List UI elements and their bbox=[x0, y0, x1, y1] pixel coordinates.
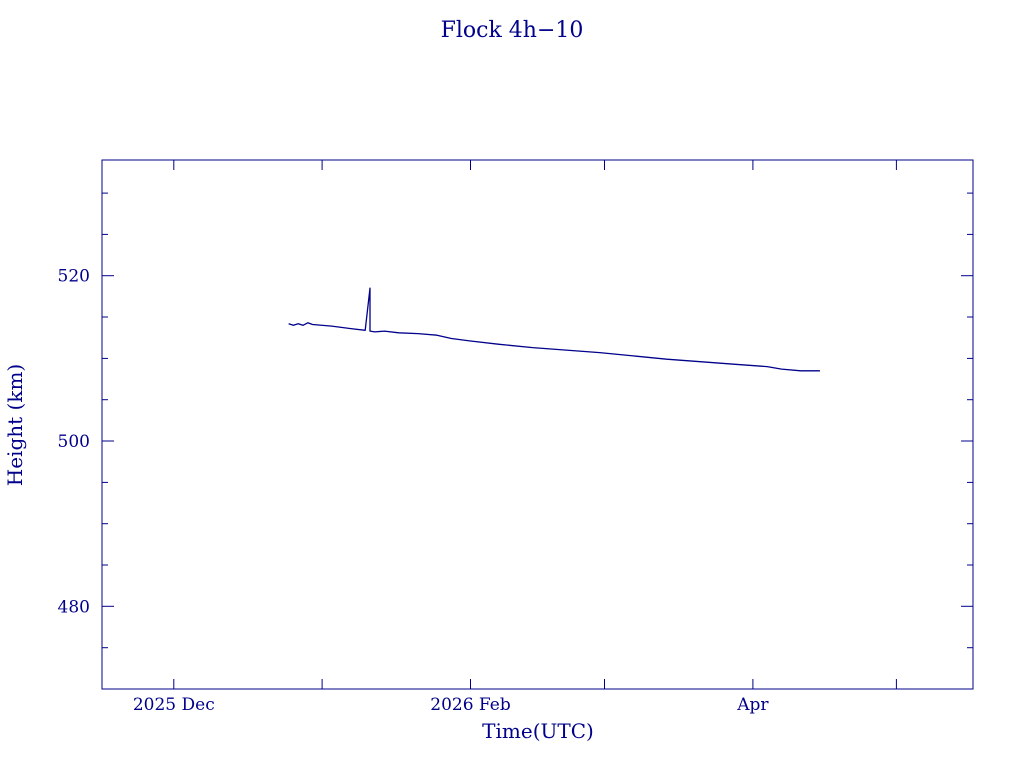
x-axis-ticks: 2025 Dec 2026 Feb Apr bbox=[133, 160, 897, 715]
x-tick-label: 2025 Dec bbox=[133, 695, 215, 715]
y-axis-ticks: 480 500 520 bbox=[58, 192, 973, 690]
y-axis-label: Height (km) bbox=[3, 364, 27, 486]
x-tick-label: Apr bbox=[736, 695, 769, 715]
plot-frame bbox=[101, 159, 974, 690]
series-line bbox=[288, 287, 820, 372]
y-tick-label: 500 bbox=[58, 432, 90, 452]
x-tick-label: 2026 Feb bbox=[430, 695, 511, 715]
series-layer bbox=[288, 287, 820, 372]
chart-title: Flock 4h−10 bbox=[441, 18, 584, 43]
y-tick-label: 520 bbox=[58, 267, 90, 287]
x-axis-label: Time(UTC) bbox=[482, 719, 594, 743]
y-tick-label: 480 bbox=[58, 597, 90, 617]
